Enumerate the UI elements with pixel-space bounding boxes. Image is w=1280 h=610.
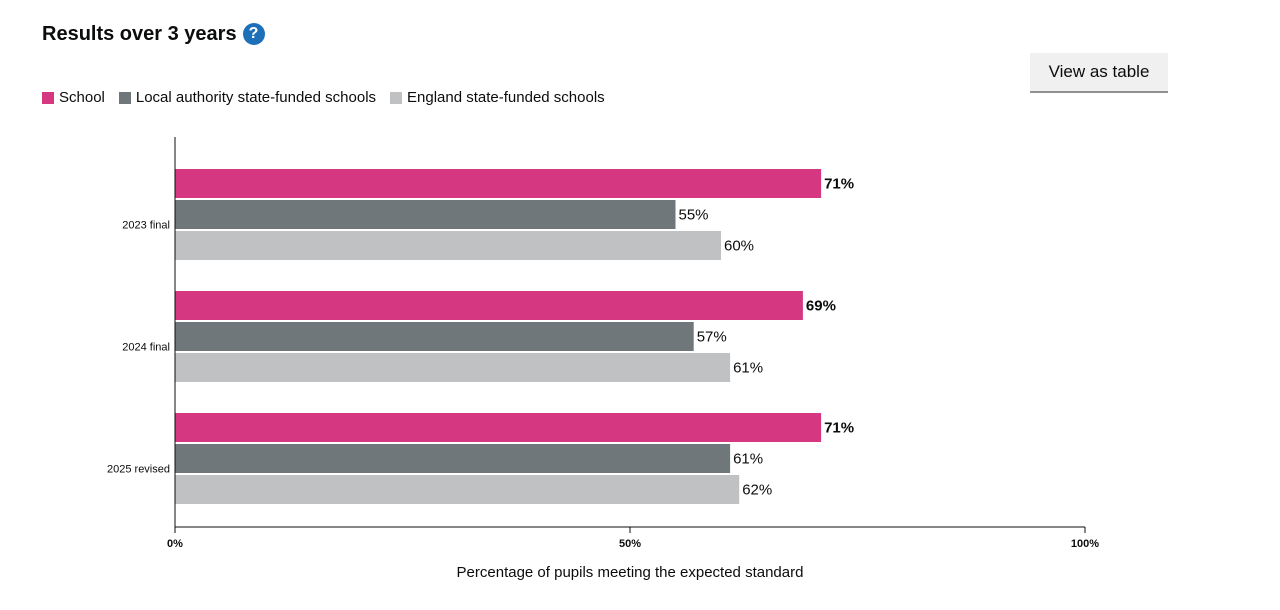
bar: [175, 322, 694, 351]
legend-item-england: England state-funded schools: [390, 89, 605, 107]
bar: [175, 475, 740, 504]
bar: [175, 444, 731, 473]
category-label: 2025 revised: [107, 464, 170, 476]
category-label: 2023 final: [122, 220, 170, 232]
help-icon[interactable]: ?: [242, 23, 265, 45]
x-tick-label: 0%: [167, 538, 183, 550]
data-label: 71%: [824, 176, 854, 193]
bar: [175, 291, 803, 320]
bar: [175, 169, 822, 198]
chart-title-text: Results over 3 years: [42, 23, 237, 45]
legend-label-local-authority: Local authority state-funded schools: [135, 89, 377, 106]
x-tick-label: 50%: [619, 538, 641, 550]
data-label: 57%: [697, 329, 727, 346]
legend-label-school: School: [59, 89, 105, 106]
chart-title: Results over 3 years ?: [42, 20, 265, 48]
category-label: 2024 final: [122, 342, 170, 354]
bar: [175, 353, 731, 382]
data-label: 61%: [733, 451, 763, 468]
data-label: 55%: [679, 207, 709, 224]
legend-item-local-authority: Local authority state-funded schools: [118, 89, 377, 107]
data-label: 69%: [806, 298, 836, 315]
x-axis-title: Percentage of pupils meeting the expecte…: [457, 564, 804, 581]
data-label: 71%: [824, 420, 854, 437]
bar: [175, 413, 822, 442]
bar: [175, 200, 676, 229]
legend-swatch-england: [390, 92, 403, 104]
legend-label-england: England state-funded schools: [407, 89, 605, 106]
view-as-table-button[interactable]: View as table: [1030, 53, 1168, 93]
bar: [175, 231, 721, 260]
x-tick-label: 100%: [1071, 538, 1099, 550]
data-label: 60%: [724, 238, 754, 255]
data-label: 61%: [733, 360, 763, 377]
chart-marks: 2023 final 71% 55% 60% 2024 final 69% 57% 61% 20…: [107, 169, 1099, 550]
legend-item-school: School: [42, 89, 105, 107]
data-label: 62%: [742, 482, 772, 499]
legend-swatch-local-authority: [118, 92, 131, 104]
legend-swatch-school: [42, 92, 54, 104]
chart-legend: School Local authority state-funded scho…: [42, 89, 605, 107]
